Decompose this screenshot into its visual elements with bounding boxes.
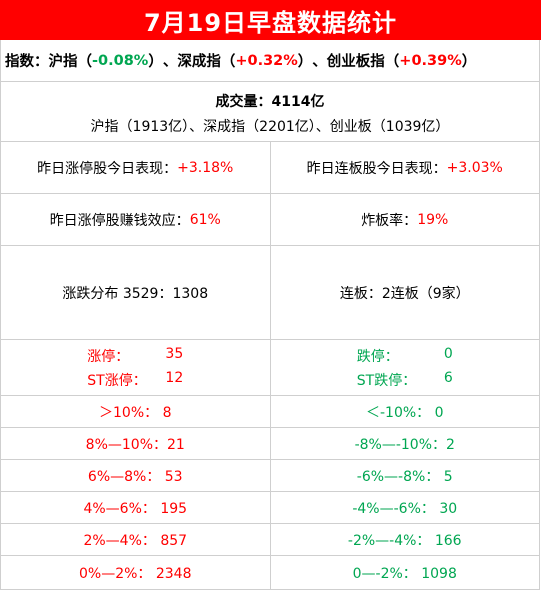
- limit-up-label: 涨停：: [87, 348, 130, 365]
- report-title: 7月19日早盘数据统计: [0, 0, 541, 40]
- limit-up-value: 35: [165, 345, 184, 362]
- st-limit-up-value: 12: [165, 369, 184, 386]
- index-sz-close: ）: [297, 54, 313, 70]
- prev-limit-up-performance: 昨日涨停股今日表现： +3.18%: [1, 142, 271, 193]
- dist-row-5: 2%—4%： 857 -2%—-4%： 166: [0, 524, 540, 556]
- limit-row: 涨停： 35 ST涨停： 12 跌停： 0 ST跌停： 6: [0, 340, 540, 396]
- dist-row-6: 0%—2%： 2348 0—-2%： 1098: [0, 556, 540, 590]
- prev-consecutive-label: 昨日连板股今日表现：: [306, 160, 447, 177]
- index-sh-close: ）: [148, 54, 163, 70]
- dist-row-4: 4%—6%： 195 -4%—-6%： 30: [0, 492, 540, 524]
- limit-up-pair: 涨停： 35: [1, 346, 270, 366]
- consecutive-boards: 连板：2连板（9家）: [271, 246, 540, 339]
- index-cyb-name: 创业板指: [326, 54, 385, 70]
- dist-row-1: ＞10%： 8 ＜-10%： 0: [0, 396, 540, 428]
- dist-down-bucket: -8%—-10%：2: [354, 436, 455, 453]
- index-summary-row: 指数： 沪指（-0.08%）、深成指（+0.32%）、创业板指（+0.39%）: [0, 40, 540, 82]
- advance-decline-text: 涨跌分布 3529：1308: [62, 285, 209, 302]
- dist-down-bucket: -4%—-6%： 30: [352, 500, 458, 517]
- limit-down-value: 0: [443, 345, 453, 362]
- stats-row-1: 昨日涨停股今日表现： +3.18% 昨日连板股今日表现： +3.03%: [0, 142, 540, 194]
- index-cyb-close: ）: [461, 54, 477, 70]
- limit-down-pair: 跌停： 0: [271, 346, 540, 366]
- index-sz-change: +0.32%: [235, 52, 298, 69]
- st-limit-up-pair: ST涨停： 12: [1, 370, 270, 390]
- dist-up-bucket: 8%—10%：21: [1, 428, 271, 459]
- dist-up-bucket: 4%—6%： 195: [1, 492, 271, 523]
- dist-row-3: 6%—8%： 53 -6%—-8%： 5: [0, 460, 540, 492]
- prev-consecutive-performance: 昨日连板股今日表现： +3.03%: [271, 142, 540, 193]
- prev-limit-up-label: 昨日涨停股今日表现：: [37, 160, 178, 177]
- prev-limit-up-value: +3.18%: [177, 159, 234, 176]
- index-sz-open: （: [220, 54, 236, 70]
- dist-down-bucket: 0—-2%： 1098: [352, 565, 457, 582]
- dist-up-bucket: ＞10%： 8: [1, 396, 271, 427]
- index-separator: 、: [312, 54, 327, 70]
- index-sz-name: 深成指: [177, 54, 221, 70]
- index-prefix: 指数：: [5, 54, 49, 70]
- limit-up-cell: 涨停： 35 ST涨停： 12: [1, 340, 271, 395]
- index-sh-change: -0.08%: [92, 52, 149, 69]
- dist-down-bucket: -2%—-4%： 166: [347, 532, 462, 549]
- limit-down-cell: 跌停： 0 ST跌停： 6: [271, 340, 540, 395]
- broken-board-label: 炸板率：: [361, 212, 418, 229]
- money-effect-label: 昨日涨停股赚钱效应：: [49, 212, 190, 229]
- dist-up-bucket: 0%—2%： 2348: [1, 556, 271, 589]
- index-separator: 、: [162, 54, 178, 70]
- broken-board-value: 19%: [417, 211, 449, 228]
- stats-row-2: 昨日涨停股赚钱效应： 61% 炸板率： 19%: [0, 194, 540, 246]
- prev-consecutive-value: +3.03%: [446, 159, 503, 176]
- dist-row-2: 8%—10%：21 -8%—-10%：2: [0, 428, 540, 460]
- index-cyb-open: （: [384, 54, 400, 70]
- money-effect-value: 61%: [189, 211, 221, 228]
- broken-board-rate: 炸板率： 19%: [271, 194, 540, 245]
- index-sh-open: （: [77, 54, 93, 70]
- st-limit-down-pair: ST跌停： 6: [271, 370, 540, 390]
- consecutive-boards-text: 连板：2连板（9家）: [339, 285, 470, 302]
- dist-down-bucket: -6%—-8%： 5: [356, 468, 453, 485]
- st-limit-up-label: ST涨停：: [87, 372, 147, 389]
- volume-total: 成交量：4114亿: [215, 94, 325, 110]
- volume-row: 成交量：4114亿 沪指（1913亿）、深成指（2201亿）、创业板（1039亿…: [0, 82, 540, 142]
- st-limit-down-value: 6: [443, 369, 453, 386]
- limit-down-label: 跌停：: [356, 348, 399, 365]
- st-limit-down-label: ST跌停：: [356, 372, 417, 389]
- index-cyb-change: +0.39%: [399, 52, 462, 69]
- dist-up-bucket: 6%—8%： 53: [1, 460, 271, 491]
- dist-down-bucket: ＜-10%： 0: [365, 404, 444, 421]
- advance-decline-distribution: 涨跌分布 3529：1308: [1, 246, 271, 339]
- index-sh-name: 沪指: [48, 54, 78, 70]
- money-effect: 昨日涨停股赚钱效应： 61%: [1, 194, 271, 245]
- volume-breakdown: 沪指（1913亿）、深成指（2201亿）、创业板（1039亿）: [90, 119, 450, 135]
- dist-up-bucket: 2%—4%： 857: [1, 524, 271, 555]
- stats-row-3: 涨跌分布 3529：1308 连板：2连板（9家）: [0, 246, 540, 340]
